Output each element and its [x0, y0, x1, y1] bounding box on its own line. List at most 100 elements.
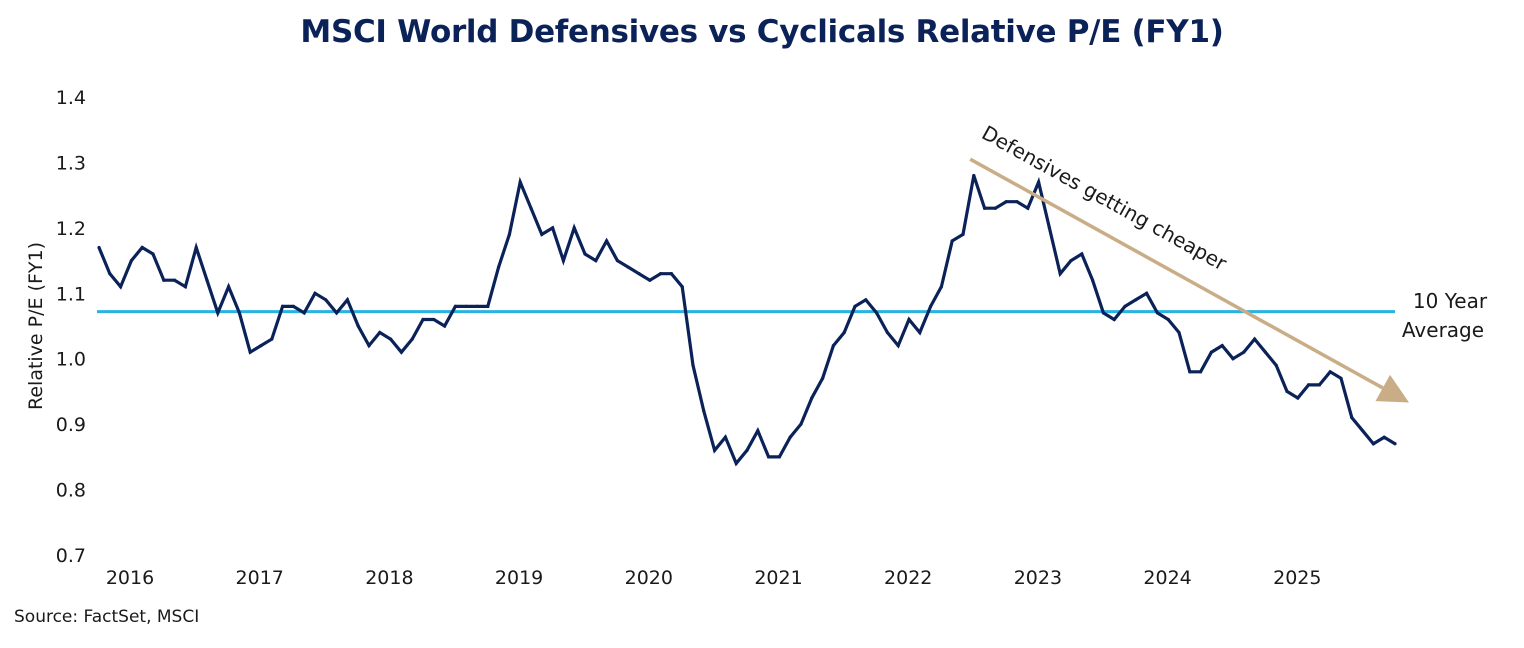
data-point — [356, 324, 360, 328]
data-point — [1393, 442, 1397, 446]
data-point — [497, 265, 501, 269]
data-point — [788, 435, 792, 439]
data-point — [410, 337, 414, 341]
data-point — [637, 272, 641, 276]
data-point — [1328, 370, 1332, 374]
data-point — [777, 455, 782, 459]
data-point — [97, 245, 101, 250]
data-point — [205, 278, 209, 282]
data-point — [853, 304, 857, 308]
y-axis-label: Relative P/E (FY1) — [25, 242, 47, 410]
data-point — [831, 344, 836, 348]
data-point — [648, 278, 652, 282]
data-point — [1101, 311, 1105, 315]
data-point — [626, 265, 630, 269]
data-point — [1188, 370, 1192, 374]
source-note: Source: FactSet, MSCI — [14, 607, 200, 627]
x-tick-label: 2022 — [884, 567, 932, 589]
x-tick-label: 2025 — [1273, 567, 1321, 589]
data-point — [529, 206, 533, 210]
data-point — [108, 272, 112, 276]
data-point — [140, 245, 144, 250]
data-point — [1253, 337, 1257, 341]
data-point — [1350, 416, 1354, 420]
data-point — [421, 317, 425, 322]
data-point — [961, 232, 965, 236]
data-point — [313, 291, 317, 295]
series-line-relative-pe — [97, 174, 1396, 467]
data-point — [659, 272, 663, 276]
data-point — [281, 304, 285, 308]
x-tick-label: 2024 — [1143, 567, 1191, 589]
y-tick-label: 0.9 — [56, 414, 86, 436]
data-point — [756, 429, 760, 433]
data-point — [691, 363, 695, 367]
average-label-line1: 10 Year — [1413, 289, 1488, 313]
data-point — [1371, 442, 1375, 446]
x-axis-ticks: 2016 2017 2018 2019 2020 2021 2022 2023 2024 2025 — [106, 567, 1322, 589]
data-point — [896, 344, 900, 348]
y-tick-label: 1.1 — [56, 283, 86, 305]
y-tick-label: 0.8 — [56, 480, 86, 502]
y-tick-label: 1.0 — [56, 349, 86, 371]
data-point — [1285, 389, 1289, 394]
y-axis-ticks: 1.4 1.3 1.2 1.1 1.0 0.9 0.8 0.7 — [56, 87, 86, 567]
data-point — [1263, 350, 1267, 354]
data-point — [1080, 252, 1084, 256]
y-tick-label: 0.7 — [56, 545, 86, 567]
data-point — [194, 245, 198, 250]
trend-arrow — [969, 157, 1409, 403]
data-point — [237, 311, 241, 315]
data-points — [97, 173, 1397, 465]
x-tick-label: 2021 — [754, 567, 802, 589]
data-point — [1123, 304, 1127, 308]
data-point — [907, 317, 911, 322]
data-point — [1296, 396, 1300, 400]
data-point — [972, 173, 976, 178]
data-point — [507, 232, 511, 236]
data-point — [615, 258, 620, 263]
x-tick-label: 2017 — [236, 567, 284, 589]
data-point — [561, 258, 566, 263]
data-point — [983, 206, 987, 210]
data-point — [1199, 370, 1203, 374]
trend-annotation-text: Defensives getting cheaper — [978, 121, 1232, 276]
data-point — [345, 298, 349, 302]
data-point — [1015, 200, 1019, 204]
data-point — [324, 298, 328, 302]
data-point — [1134, 298, 1138, 302]
data-point — [1166, 317, 1170, 322]
data-point — [939, 285, 944, 289]
data-point — [248, 350, 252, 354]
data-point — [918, 330, 922, 335]
data-point — [119, 285, 123, 289]
data-point — [1112, 317, 1116, 322]
data-point — [1091, 278, 1095, 282]
data-point — [1145, 291, 1149, 295]
data-point — [551, 226, 555, 230]
data-point — [216, 311, 220, 315]
data-point — [702, 409, 706, 413]
data-point — [227, 285, 231, 289]
data-point — [1242, 350, 1246, 354]
x-tick-label: 2019 — [495, 567, 543, 589]
data-point — [842, 330, 846, 335]
data-point — [183, 285, 187, 289]
data-point — [864, 298, 868, 302]
chart-title: MSCI World Defensives vs Cyclicals Relat… — [300, 14, 1224, 50]
data-point — [1220, 344, 1224, 348]
data-point — [605, 239, 609, 243]
data-point — [1155, 311, 1159, 315]
trend-arrow-head — [1375, 374, 1409, 403]
data-point — [745, 448, 749, 452]
data-point — [1037, 180, 1041, 184]
data-point — [1274, 363, 1278, 367]
data-point — [594, 258, 598, 263]
data-point — [821, 376, 825, 380]
data-point — [367, 344, 371, 348]
data-point — [950, 239, 954, 243]
x-tick-label: 2023 — [1014, 567, 1062, 589]
data-point — [885, 330, 890, 335]
data-point — [1339, 376, 1343, 380]
